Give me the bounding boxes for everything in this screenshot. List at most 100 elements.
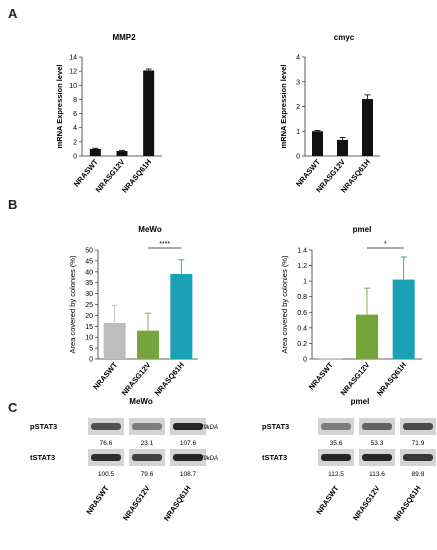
mewo-lane-label: NRASG12V xyxy=(121,484,152,522)
mewo-size-label: 79kDA xyxy=(200,456,218,462)
mewo-lane-label: NRASQ61H xyxy=(162,484,193,523)
mmp2-ytick-label: 6 xyxy=(73,111,77,118)
pmel-colonies-ytick-label: 0 xyxy=(303,357,307,364)
pmel-band xyxy=(321,423,351,430)
pmel-lane-label: NRASQ61H xyxy=(392,484,423,523)
pmel-quant: 53.3 xyxy=(371,440,384,447)
pmel-lane-label: NRASG12V xyxy=(351,484,382,522)
mewo-colonies-ytick-label: 0 xyxy=(89,357,93,364)
mewo-band xyxy=(132,454,162,461)
pmel-colonies-ytick-label: 0.6 xyxy=(297,310,307,317)
pmel-colonies-bar-nraswt xyxy=(319,358,342,360)
pmel-colonies-ytick-label: 1.4 xyxy=(297,248,307,255)
pmel-colonies-ytick-label: 1 xyxy=(303,279,307,286)
pmel-quant: 71.9 xyxy=(412,440,425,447)
pmel-band xyxy=(403,423,433,430)
pmel-colonies-bar-nrasg12v xyxy=(356,314,378,359)
pmel-colonies-xtick-label: NRASG12V xyxy=(339,361,372,398)
mewo-colonies-title: MeWo xyxy=(138,225,162,234)
mewo-blot-title: MeWo xyxy=(129,397,153,406)
mewo-quant: 100.5 xyxy=(98,471,115,478)
pmel-colonies-xtick-label: NRASQ61H xyxy=(375,361,408,398)
pmel-band xyxy=(362,423,392,430)
mewo-band xyxy=(91,423,121,430)
mewo-colonies-ytick-label: 10 xyxy=(85,335,93,342)
mmp2-ytick-label: 8 xyxy=(73,97,77,104)
cmyc-bar-nrasq61h xyxy=(362,99,373,156)
pmel-colonies-ytick-label: 0.4 xyxy=(297,325,307,332)
mewo-quant: 107.6 xyxy=(180,440,197,447)
pmel-quant: 35.6 xyxy=(330,440,343,447)
mewo-quant: 79.6 xyxy=(141,471,154,478)
mmp2-xtick-label: NRASWT xyxy=(72,157,100,188)
cmyc-ytick-label: 4 xyxy=(296,55,300,62)
pmel-band xyxy=(321,454,351,461)
pmel-colonies-xtick-label: NRASWT xyxy=(307,360,335,391)
cmyc-ytick-label: 2 xyxy=(296,104,300,111)
pmel-colonies-ytick-label: 0.8 xyxy=(297,294,307,301)
mewo-size-label: 79kDA xyxy=(200,425,218,431)
mewo-colonies-significance-label: **** xyxy=(159,241,170,248)
mmp2-ylabel: mRNA Expression level xyxy=(55,65,64,149)
mmp2-ytick-label: 12 xyxy=(69,69,77,76)
mewo-colonies-xtick-label: NRASWT xyxy=(91,360,119,391)
mewo-colonies-ytick-label: 15 xyxy=(85,324,93,331)
mmp2-ytick-label: 14 xyxy=(69,55,77,62)
pmel-colonies-ytick-label: 1.2 xyxy=(297,263,307,270)
cmyc-ytick-label: 3 xyxy=(296,79,300,86)
pmel-blot-title: pmel xyxy=(351,397,370,406)
pmel-row-label: pSTAT3 xyxy=(262,422,289,431)
mewo-colonies-ytick-label: 5 xyxy=(89,346,93,353)
mewo-quant: 76.6 xyxy=(100,440,113,447)
mewo-colonies-ylabel: Area covered by colonies (%) xyxy=(68,255,77,353)
mewo-quant: 23.1 xyxy=(141,440,154,447)
mmp2-ytick-label: 10 xyxy=(69,83,77,90)
mmp2-bar-nraswt xyxy=(89,148,101,156)
mewo-band xyxy=(173,423,203,430)
mewo-colonies-bar-nrasq61h xyxy=(170,273,193,359)
mmp2-bar-nrasg12v xyxy=(116,151,128,156)
mewo-colonies-ytick-label: 50 xyxy=(85,248,93,255)
cmyc-ytick-label: 0 xyxy=(296,154,300,161)
mewo-colonies-bar-nrasg12v xyxy=(137,330,159,359)
mewo-colonies-ytick-label: 40 xyxy=(85,269,93,276)
mewo-colonies-ytick-label: 20 xyxy=(85,313,93,320)
mewo-colonies-xtick-label: NRASQ61H xyxy=(153,361,186,398)
mmp2-ytick-label: 0 xyxy=(73,154,77,161)
mewo-lane-label: NRASWT xyxy=(84,484,110,516)
pmel-band xyxy=(362,454,392,461)
mewo-row-label: pSTAT3 xyxy=(30,422,57,431)
pmel-band xyxy=(403,454,433,461)
pmel-colonies-ylabel: Area covered by colonies (%) xyxy=(280,255,289,353)
mewo-colonies-bar-nraswt xyxy=(103,323,126,359)
pmel-quant: 112.5 xyxy=(328,471,344,478)
mmp2-ytick-label: 2 xyxy=(73,139,77,146)
cmyc-ytick-label: 1 xyxy=(296,129,300,136)
mewo-colonies-ytick-label: 25 xyxy=(85,302,93,309)
cmyc-title: cmyc xyxy=(334,33,355,42)
pmel-lane-label: NRASWT xyxy=(314,484,340,516)
mewo-band xyxy=(173,454,203,461)
mewo-colonies-xtick-label: NRASG12V xyxy=(120,361,153,398)
panel-label-a: A xyxy=(8,6,18,21)
pmel-colonies-significance-label: * xyxy=(384,241,387,248)
pmel-quant: 113.6 xyxy=(369,471,385,478)
mmp2-title: MMP2 xyxy=(112,33,136,42)
panel-label-c: C xyxy=(8,400,18,415)
mewo-colonies-ytick-label: 35 xyxy=(85,280,93,287)
cmyc-ylabel: mRNA Expression level xyxy=(279,65,288,149)
mmp2-ytick-label: 4 xyxy=(73,125,77,132)
panel-label-b: B xyxy=(8,197,18,212)
cmyc-bar-nraswt xyxy=(312,131,323,156)
pmel-colonies-ytick-label: 0.2 xyxy=(297,341,307,348)
mmp2-bar-nrasq61h xyxy=(143,70,155,156)
mewo-row-label: tSTAT3 xyxy=(30,453,55,462)
mewo-band xyxy=(132,423,162,430)
cmyc-bar-nrasg12v xyxy=(337,139,348,156)
mewo-band xyxy=(91,454,121,461)
mewo-quant: 108.7 xyxy=(180,471,197,478)
mewo-colonies-ytick-label: 30 xyxy=(85,291,93,298)
pmel-row-label: tSTAT3 xyxy=(262,453,287,462)
mewo-colonies-ytick-label: 45 xyxy=(85,258,93,265)
